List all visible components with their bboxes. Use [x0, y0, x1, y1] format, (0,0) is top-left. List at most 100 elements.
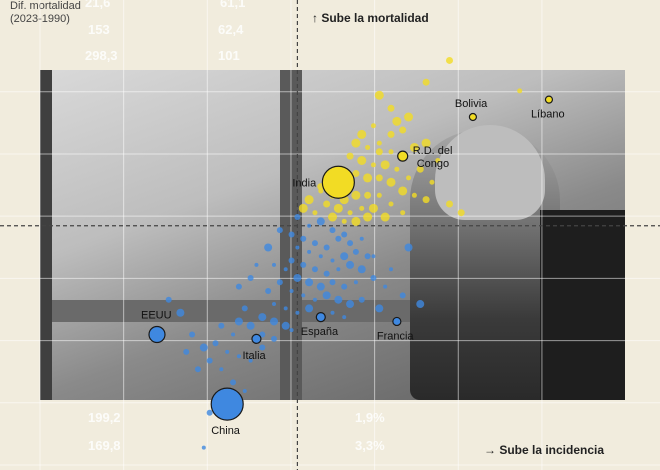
- data-point-blue: [375, 304, 384, 313]
- point-label: Italia: [242, 350, 266, 362]
- point-label: R.D. del Congo: [413, 145, 453, 170]
- data-point-blue: [359, 236, 364, 241]
- data-point-blue: [399, 292, 406, 299]
- data-point-blue: [307, 249, 312, 254]
- data-point-blue: [289, 289, 294, 293]
- data-point-blue: [342, 315, 347, 320]
- data-point-blue: [371, 254, 376, 259]
- data-point-blue: [288, 231, 295, 238]
- data-point-blue: [212, 340, 219, 347]
- data-point-blue: [281, 321, 290, 330]
- data-point-blue: [305, 304, 314, 313]
- data-point-yellow: [388, 149, 394, 155]
- data-point-yellow: [457, 209, 465, 217]
- data-point-yellow: [328, 212, 337, 222]
- table-cell: 199,2: [88, 410, 121, 425]
- data-point-blue: [294, 214, 301, 221]
- data-point-yellow: [363, 173, 373, 183]
- table-cell: 298,3: [85, 48, 118, 63]
- labeled-point: [321, 165, 355, 199]
- data-point-blue: [312, 297, 317, 302]
- data-point-blue: [311, 240, 318, 247]
- table-cell: 62,4: [218, 22, 244, 37]
- data-point-yellow: [375, 174, 383, 182]
- labeled-point: [544, 95, 554, 104]
- labeled-point: [397, 150, 409, 162]
- data-point-blue: [276, 279, 283, 286]
- data-point-yellow: [333, 203, 343, 213]
- data-point-blue: [165, 296, 172, 303]
- data-point-blue: [300, 261, 307, 268]
- table-cell: 153: [88, 22, 110, 37]
- data-point-blue: [271, 335, 277, 342]
- data-point-yellow: [392, 116, 402, 126]
- data-point-blue: [176, 308, 185, 317]
- data-point-blue: [329, 227, 336, 234]
- headwrap: [435, 125, 545, 220]
- data-point-blue: [347, 240, 354, 247]
- data-point-blue: [283, 267, 288, 272]
- data-point-yellow: [422, 78, 430, 86]
- data-point-blue: [353, 280, 358, 285]
- data-point-yellow: [399, 126, 407, 134]
- data-point-blue: [358, 296, 365, 303]
- data-point-blue: [293, 273, 302, 282]
- data-point-yellow: [370, 123, 376, 129]
- data-point-blue: [341, 283, 348, 290]
- data-point-blue: [241, 305, 248, 312]
- point-label: Francia: [377, 330, 415, 342]
- data-point-blue: [330, 310, 335, 315]
- data-point-blue: [318, 254, 323, 259]
- point-label: España: [301, 326, 339, 338]
- data-point-blue: [265, 288, 272, 294]
- background-photo: [40, 70, 625, 400]
- data-point-yellow: [422, 196, 430, 204]
- table-cell: 169,8: [88, 438, 121, 453]
- data-point-yellow: [364, 191, 372, 199]
- data-point-blue: [416, 300, 425, 309]
- window-frame: [40, 70, 52, 400]
- data-point-yellow: [421, 138, 431, 148]
- data-point-blue: [336, 267, 341, 272]
- table-cell: 1,9%: [355, 410, 385, 425]
- data-point-yellow: [352, 170, 360, 178]
- data-point-blue: [323, 270, 330, 277]
- data-point-blue: [206, 357, 213, 364]
- data-point-blue: [247, 274, 254, 281]
- data-point-blue: [218, 322, 225, 329]
- data-point-blue: [370, 274, 377, 281]
- data-point-yellow: [416, 165, 424, 173]
- data-point-yellow: [435, 158, 441, 163]
- point-label: Bolivia: [455, 98, 488, 110]
- data-point-blue: [295, 310, 300, 315]
- data-point-blue: [301, 293, 306, 298]
- data-point-blue: [254, 262, 259, 267]
- data-point-blue: [259, 331, 266, 338]
- labeled-point: [392, 316, 402, 327]
- data-point-yellow: [376, 192, 382, 198]
- data-point-blue: [346, 300, 355, 309]
- labeled-point: [148, 325, 166, 344]
- data-point-blue: [270, 317, 278, 326]
- data-point-blue: [346, 260, 355, 269]
- data-point-blue: [305, 278, 314, 287]
- data-point-yellow: [386, 177, 396, 187]
- table-cell: 21,6: [85, 0, 111, 10]
- data-point-blue: [258, 313, 267, 322]
- data-point-blue: [242, 389, 247, 394]
- data-point-blue: [201, 445, 206, 450]
- labeled-point: [315, 312, 326, 323]
- data-point-blue: [335, 235, 342, 242]
- data-point-yellow: [346, 152, 354, 160]
- data-point-yellow: [400, 210, 406, 216]
- data-point-blue: [289, 328, 294, 333]
- data-point-yellow: [517, 88, 523, 94]
- data-point-blue: [334, 295, 343, 304]
- data-point-yellow: [409, 142, 419, 152]
- data-point-blue: [199, 343, 208, 352]
- data-point-blue: [311, 266, 318, 273]
- data-point-blue: [248, 358, 253, 363]
- data-point-blue: [236, 354, 241, 359]
